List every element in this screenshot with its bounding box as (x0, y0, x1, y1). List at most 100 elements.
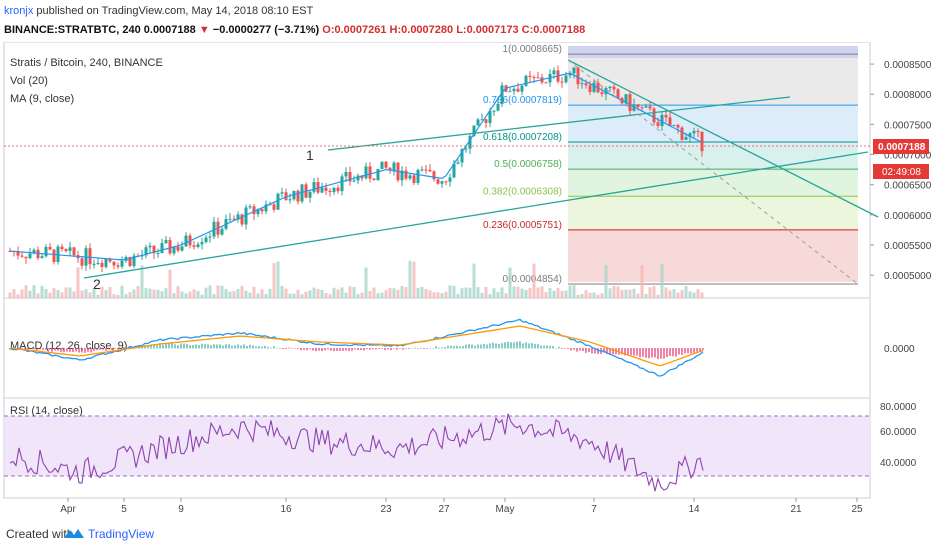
symbol-label: BINANCE:STRATBTC, 240 (4, 24, 141, 36)
volume-bar-173 (700, 292, 704, 298)
macd-hist-bar-167 (510, 342, 512, 349)
channel-trendline[interactable] (327, 96, 791, 151)
candle-body-37 (156, 253, 160, 255)
macd-hist-bar-13 (48, 348, 50, 350)
tradingview-logo-icon[interactable] (62, 526, 86, 540)
volume-bar-29 (124, 294, 128, 298)
volume-bar-57 (236, 288, 240, 298)
volume-bar-15 (68, 287, 72, 298)
macd-hist-bar-44 (141, 346, 143, 349)
ma-indicator-label[interactable]: MA (9, close) (10, 93, 74, 105)
volume-bar-14 (64, 287, 68, 298)
candle-body-110 (448, 177, 452, 182)
candle-body-9 (44, 246, 48, 257)
candle-body-131 (532, 76, 536, 78)
macd-hist-bar-116 (357, 348, 359, 350)
macd-hist-bar-129 (396, 348, 398, 350)
candle-body-44 (184, 235, 188, 247)
rsi-tick-40: 40.0000 (880, 458, 917, 469)
candle-body-160 (648, 106, 652, 109)
macd-hist-bar-164 (501, 343, 503, 349)
candle-body-158 (640, 107, 644, 109)
time-tick-label-7: 7 (591, 504, 597, 515)
candle-body-128 (520, 85, 524, 92)
vol-indicator-label[interactable]: Vol (20) (10, 75, 48, 87)
volume-bar-140 (568, 285, 572, 298)
macd-hist-bar-52 (165, 344, 167, 349)
volume-bar-121 (492, 288, 496, 298)
author-link[interactable]: kronjx (4, 5, 34, 17)
candle-body-157 (636, 104, 640, 108)
macd-hist-bar-110 (339, 348, 341, 352)
macd-hist-bar-210 (639, 348, 641, 358)
rsi-title[interactable]: RSI (14, close) (10, 405, 83, 417)
macd-hist-bar-208 (633, 348, 635, 356)
macd-hist-bar-213 (648, 348, 650, 359)
macd-hist-bar-51 (162, 344, 164, 349)
macd-hist-bar-119 (366, 348, 368, 350)
time-axis[interactable]: Apr 5 9 16 23 27 May 7 14 21 25 (60, 498, 863, 515)
volume-bar-170 (688, 291, 692, 298)
candle-body-15 (68, 247, 72, 252)
volume-bar-155 (628, 289, 632, 298)
candle-body-76 (312, 182, 316, 192)
candle-body-84 (344, 172, 348, 177)
resistance-trendline[interactable] (567, 59, 879, 218)
macd-hist-bar-123 (378, 348, 380, 350)
volume-bar-34 (144, 287, 148, 298)
volume-bar-142 (576, 294, 580, 298)
candle-body-67 (276, 193, 280, 210)
macd-hist-bar-156 (477, 344, 479, 349)
volume-bar-24 (104, 290, 108, 298)
candle-body-167 (676, 125, 680, 128)
candle-body-155 (628, 94, 632, 112)
macd-hist-bar-106 (327, 348, 329, 350)
macd-hist-bar-76 (237, 344, 239, 349)
price-axis[interactable]: 0.00085000.00080000.00075000.00070000.00… (870, 60, 932, 282)
time-tick-label-10: 25 (851, 504, 863, 515)
macd-hist-bar-109 (336, 348, 338, 351)
volume-bar-37 (156, 289, 160, 298)
macd-hist-bar-7 (30, 348, 32, 349)
volume-bar-72 (296, 289, 300, 298)
price-tick-label-5: 0.0006000 (884, 211, 932, 222)
macd-hist-bar-77 (240, 345, 242, 349)
volume-bar-45 (188, 291, 192, 298)
volume-bar-26 (112, 294, 116, 298)
macd-hist-bar-217 (660, 348, 662, 359)
time-tick-label-3: 16 (280, 504, 292, 515)
macd-hist-bar-10 (39, 348, 41, 350)
macd-hist-bar-171 (522, 343, 524, 349)
time-tick-label-4: 23 (380, 504, 392, 515)
macd-hist-bar-22 (75, 348, 77, 352)
time-tick-label-1: 5 (121, 504, 127, 515)
macd-hist-bar-186 (567, 348, 569, 349)
macd-hist-bar-94 (291, 348, 293, 349)
volume-bar-78 (320, 290, 324, 298)
macd-hist-bar-72 (225, 344, 227, 349)
chart-canvas[interactable]: 1(0.0008665) 0.786(0.0007819) 0.618(0.0007… (0, 42, 932, 518)
price-tick-label-0: 0.0008500 (884, 60, 932, 71)
candle-body-92 (376, 168, 380, 181)
candle-body-112 (456, 162, 460, 164)
fib-label-6: 0(0.0004854) (503, 274, 563, 285)
macd-hist-bar-153 (468, 344, 470, 349)
price-tick-label-4: 0.0006500 (884, 181, 932, 192)
volume-bar-59 (244, 290, 248, 298)
macd-hist-bar-28 (93, 348, 95, 351)
macd-hist-bar-163 (498, 344, 500, 349)
macd-hist-bar-219 (666, 348, 668, 358)
macd-hist-bar-83 (258, 346, 260, 349)
support-trendline[interactable] (83, 151, 869, 279)
macd-hist-bar-128 (393, 348, 395, 349)
volume-bar-46 (192, 289, 196, 298)
candle-body-89 (364, 166, 368, 179)
volume-bar-0 (8, 292, 12, 298)
tradingview-brand-link[interactable]: TradingView (88, 527, 155, 541)
volume-bar-108 (440, 293, 444, 298)
macd-hist-bar-124 (381, 348, 383, 349)
macd-hist-bar-224 (681, 348, 683, 355)
macd-hist-bar-181 (552, 345, 554, 349)
macd-hist-bar-17 (60, 348, 62, 352)
volume-bar-38 (160, 291, 164, 298)
